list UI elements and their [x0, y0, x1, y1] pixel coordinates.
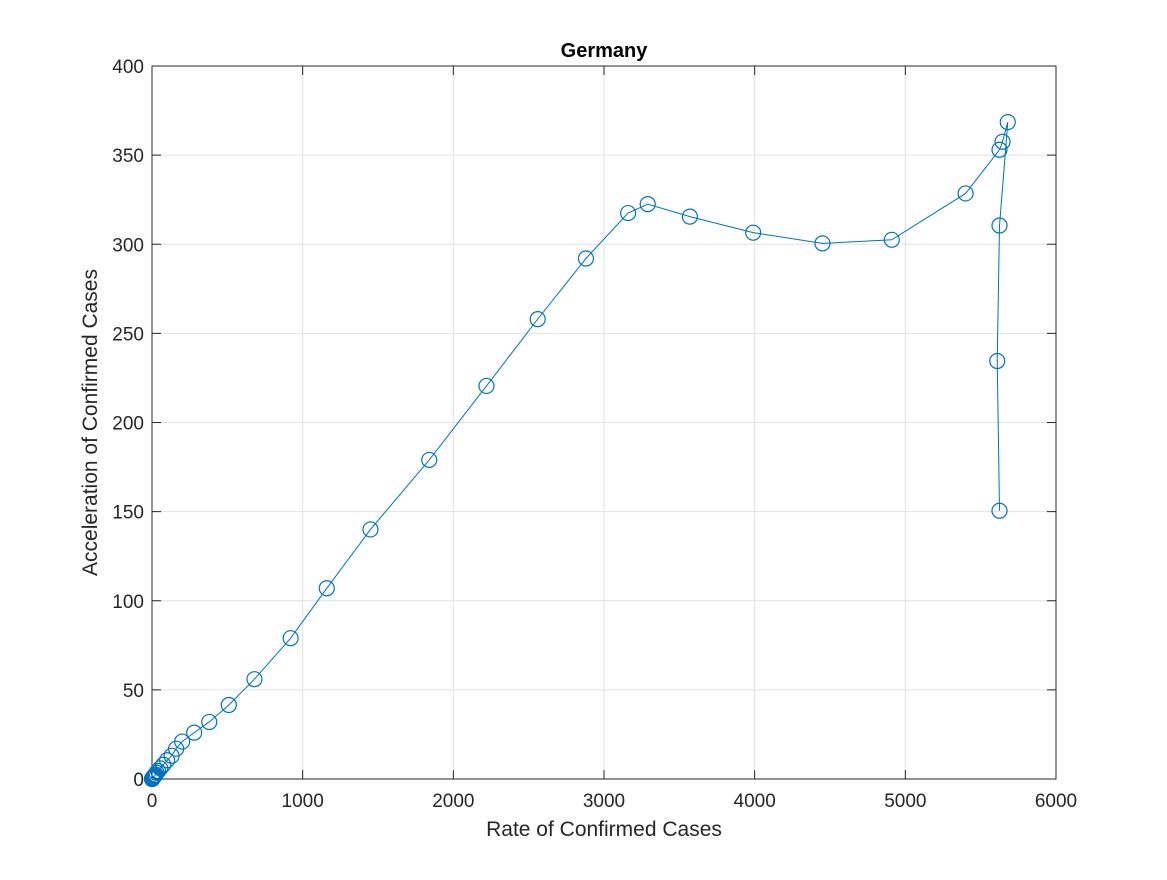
y-tick-label: 150 [112, 503, 144, 524]
data-point [155, 756, 172, 773]
data-point [201, 713, 218, 731]
data-point [318, 580, 335, 597]
data-point [246, 671, 263, 688]
data-point [149, 762, 167, 780]
tick-labels: 0 1000 2000 3000 4000 5000 6000 0 50 100 150 200 250… [112, 57, 1077, 812]
data-point [186, 724, 203, 741]
x-tick-label: 5000 [884, 791, 926, 812]
data-point [282, 630, 299, 647]
data-point [991, 141, 1008, 158]
data-point [994, 133, 1011, 150]
x-axis-label: Rate of Confirmed Cases [486, 818, 722, 841]
x-tick-label: 4000 [734, 791, 776, 812]
x-tick-label: 6000 [1035, 791, 1077, 812]
data-point [999, 114, 1016, 131]
data-point [158, 752, 176, 769]
x-tick-label: 1000 [282, 791, 324, 812]
data-point [362, 521, 379, 538]
data-point [957, 185, 974, 202]
y-tick-label: 400 [112, 57, 144, 78]
data-point [991, 217, 1008, 234]
data-point [745, 224, 762, 241]
data-point [529, 311, 546, 328]
y-tick-label: 200 [112, 414, 144, 435]
chart-title: Germany [561, 40, 649, 62]
x-tick-label: 3000 [583, 791, 625, 812]
data-point [620, 204, 637, 222]
data-point [814, 235, 831, 252]
data-point [174, 733, 191, 750]
y-tick-label: 100 [112, 592, 144, 613]
data-point [577, 250, 595, 267]
data-point [421, 451, 438, 469]
series-layer [143, 114, 1016, 788]
x-tick-label: 0 [147, 791, 158, 812]
y-tick-label: 0 [133, 770, 144, 791]
y-tick-label: 50 [123, 681, 144, 702]
y-tick-label: 300 [112, 235, 144, 256]
data-point [989, 352, 1006, 370]
data-point [220, 696, 237, 714]
data-point [478, 377, 495, 395]
data-point [639, 196, 656, 213]
x-tick-label: 2000 [432, 791, 474, 812]
y-tick-label: 350 [112, 146, 144, 167]
y-tick-label: 250 [112, 324, 144, 345]
data-point [883, 231, 900, 248]
data-point [991, 502, 1008, 519]
axes [151, 65, 1057, 780]
data-point [681, 208, 698, 225]
series-0 [143, 114, 1016, 788]
y-axis-label: Acceleration of Confirmed Cases [79, 269, 102, 576]
